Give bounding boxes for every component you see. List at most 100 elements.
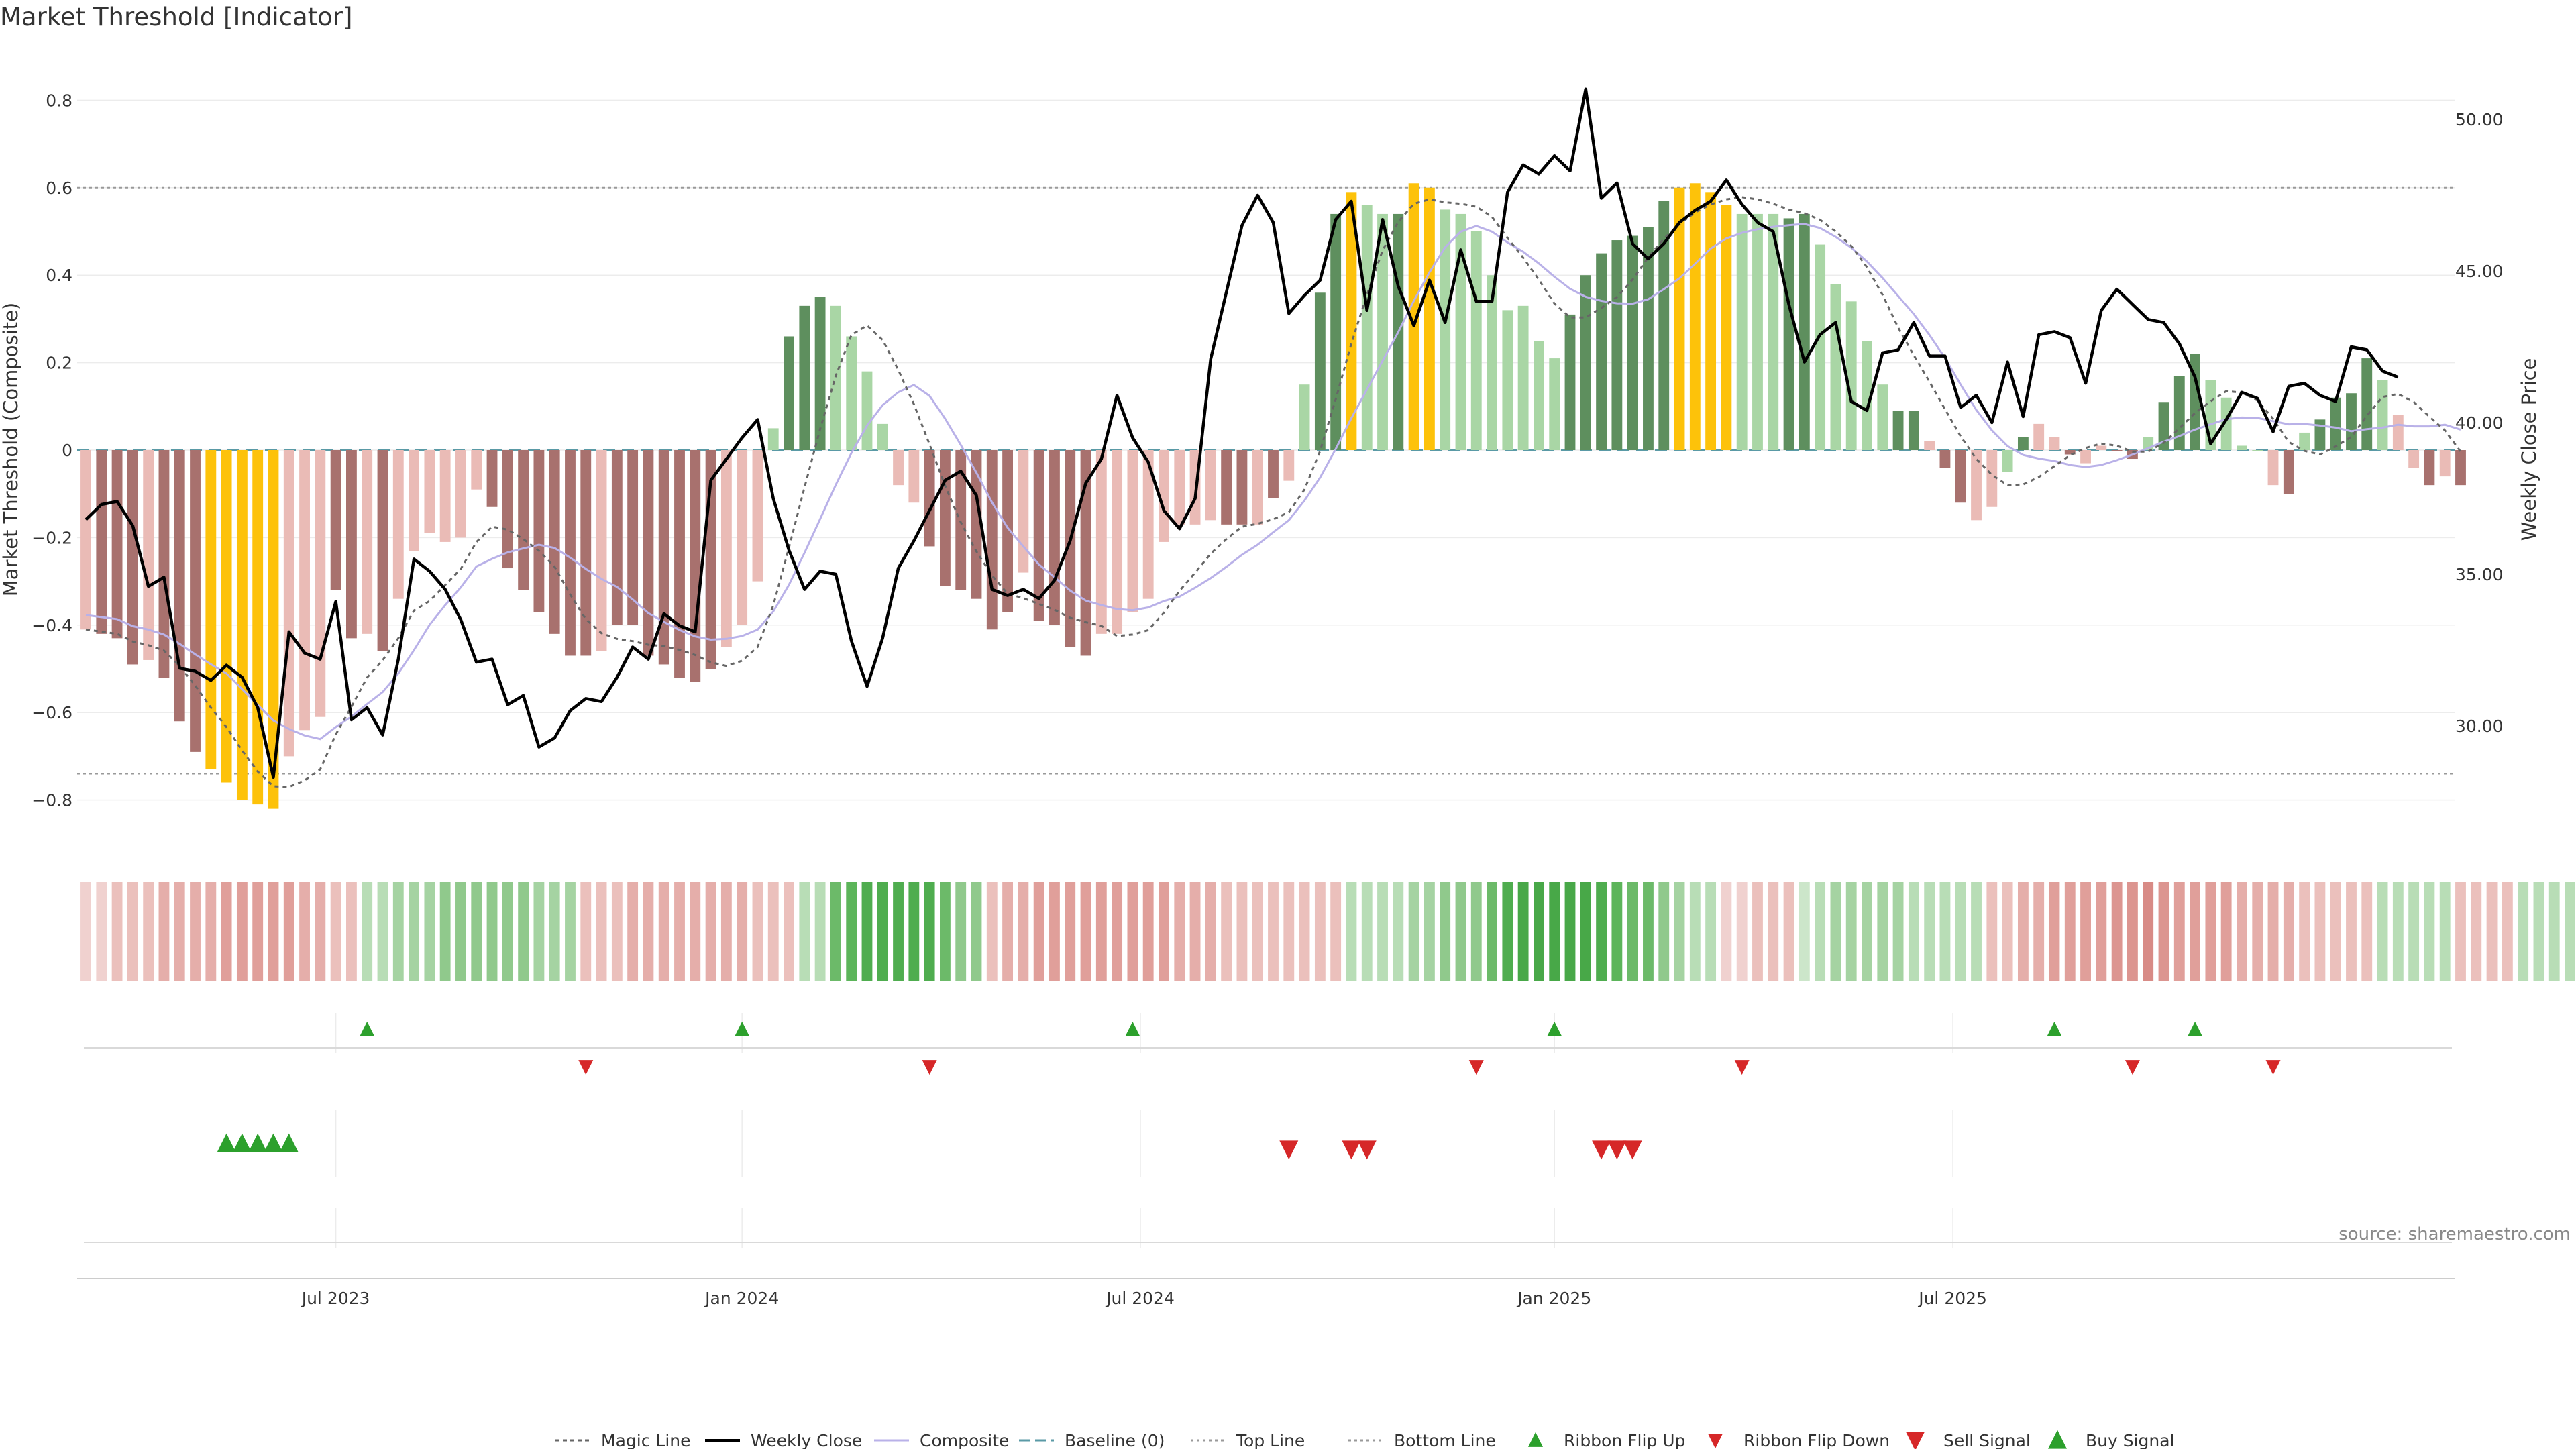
composite-bar bbox=[143, 450, 154, 660]
composite-line bbox=[85, 223, 2461, 741]
ribbon-cell bbox=[1142, 882, 1154, 981]
ribbon-cell bbox=[2033, 882, 2045, 981]
legend-marker bbox=[1528, 1432, 1543, 1447]
legend-item: Weekly Close bbox=[705, 1431, 862, 1449]
legend-item: Composite bbox=[874, 1431, 1009, 1449]
ribbon-cell bbox=[502, 882, 513, 981]
ribbon-cell bbox=[908, 882, 920, 981]
x-tick-label: Jul 2024 bbox=[1105, 1289, 1175, 1308]
composite-bar bbox=[2267, 450, 2279, 486]
ribbon-cell bbox=[221, 882, 232, 981]
ribbon-cell bbox=[690, 882, 701, 981]
ribbon-cell bbox=[205, 882, 217, 981]
composite-bar bbox=[315, 450, 326, 717]
legend-label: Sell Signal bbox=[1943, 1431, 2031, 1449]
x-tick-label: Jan 2024 bbox=[704, 1289, 779, 1308]
ribbon-flip-up-marker bbox=[2047, 1021, 2062, 1036]
composite-bar bbox=[1002, 450, 1013, 612]
ribbon-flip-down-marker bbox=[2265, 1060, 2281, 1075]
legend-label: Top Line bbox=[1236, 1431, 1305, 1449]
ribbon-cell bbox=[1221, 882, 1232, 981]
ribbon-cell bbox=[674, 882, 685, 981]
ribbon-cell bbox=[2565, 882, 2575, 981]
y-tick-label: −0.2 bbox=[32, 528, 72, 547]
chart-title: Market Threshold [Indicator] bbox=[0, 3, 352, 32]
ribbon-cell bbox=[330, 882, 341, 981]
composite-bar bbox=[190, 450, 201, 752]
composite-bar bbox=[1830, 284, 1841, 450]
grid bbox=[77, 99, 2455, 1248]
composite-bar bbox=[1752, 213, 1763, 450]
ribbon-flip-up-marker bbox=[2188, 1021, 2203, 1036]
ribbon-cell bbox=[174, 882, 185, 981]
composite-bar bbox=[565, 450, 576, 656]
composite-bar bbox=[2361, 358, 2373, 450]
composite-bar bbox=[2220, 397, 2232, 450]
ribbon-cell bbox=[471, 882, 482, 981]
x-tick-label: Jul 2023 bbox=[301, 1289, 370, 1308]
ribbon-cell bbox=[2017, 882, 2029, 981]
ribbon-cell bbox=[268, 882, 279, 981]
composite-bar bbox=[518, 450, 529, 590]
composite-bar bbox=[2299, 432, 2310, 450]
composite-bar bbox=[2064, 450, 2076, 455]
ribbon-cell bbox=[2439, 882, 2451, 981]
ribbon-cell bbox=[1330, 882, 1342, 981]
composite-bar bbox=[643, 450, 654, 656]
composite-bar bbox=[2424, 450, 2435, 486]
composite-bar bbox=[362, 450, 373, 634]
ribbon-cell bbox=[1440, 882, 1451, 981]
composite-bar bbox=[533, 450, 545, 612]
ribbon-strip bbox=[80, 882, 2575, 981]
ribbon-cell bbox=[2392, 882, 2404, 981]
composite-bar bbox=[2111, 450, 2123, 451]
legend-item: Bottom Line bbox=[1348, 1431, 1496, 1449]
ribbon-cell bbox=[1611, 882, 1623, 981]
composite-bar bbox=[955, 450, 967, 590]
ribbon-cell bbox=[596, 882, 607, 981]
ribbon-cell bbox=[1393, 882, 1404, 981]
ribbon-cell bbox=[1877, 882, 1888, 981]
composite-bar bbox=[861, 371, 873, 450]
composite-bar bbox=[346, 450, 357, 639]
ribbon-cell bbox=[1534, 882, 1544, 981]
ribbon-cell bbox=[2471, 882, 2482, 981]
composite-bar bbox=[799, 305, 810, 450]
composite-bar bbox=[1658, 201, 1670, 450]
ribbon-cell bbox=[1705, 882, 1717, 981]
composite-bar bbox=[1455, 213, 1466, 450]
composite-bar bbox=[127, 450, 138, 665]
composite-bar bbox=[2002, 450, 2013, 472]
ribbon-cell bbox=[2455, 882, 2466, 981]
ribbon-cell bbox=[315, 882, 326, 981]
ribbon-cell bbox=[1658, 882, 1670, 981]
composite-bar bbox=[1862, 341, 1872, 450]
ribbon-cell bbox=[1643, 882, 1654, 981]
composite-bar bbox=[1127, 450, 1138, 612]
ribbon-cell bbox=[346, 882, 357, 981]
ribbon-cell bbox=[1049, 882, 1060, 981]
ribbon-cell bbox=[1361, 882, 1373, 981]
x-tick-labels: Jul 2023 Jan 2024 Jul 2024 Jan 2025 Jul 2025 bbox=[301, 1289, 1987, 1308]
ribbon-cell bbox=[2002, 882, 2013, 981]
composite-bar bbox=[1705, 192, 1717, 450]
ribbon-flip-up-marker bbox=[735, 1021, 750, 1036]
legend-marker bbox=[2048, 1430, 2067, 1449]
composite-bar bbox=[1440, 209, 1451, 450]
composite-bar bbox=[2283, 450, 2294, 494]
ribbon-flip-up-marker bbox=[1125, 1021, 1140, 1036]
composite-bar bbox=[1018, 450, 1029, 573]
ribbon-flip-down-marker bbox=[922, 1060, 937, 1075]
ribbon-cell bbox=[2190, 882, 2200, 981]
ribbon-cell bbox=[1783, 882, 1794, 981]
ribbon-cell bbox=[1580, 882, 1591, 981]
signal-panels bbox=[77, 1021, 2455, 1279]
composite-bar bbox=[1783, 218, 1794, 450]
buy-signal-marker bbox=[232, 1133, 252, 1152]
sell-signal-marker bbox=[1592, 1140, 1611, 1160]
ribbon-flip-up-marker bbox=[360, 1021, 375, 1036]
composite-bar bbox=[2455, 450, 2466, 486]
composite-bar bbox=[2377, 380, 2388, 450]
y-tick-label: 0.4 bbox=[46, 266, 72, 285]
